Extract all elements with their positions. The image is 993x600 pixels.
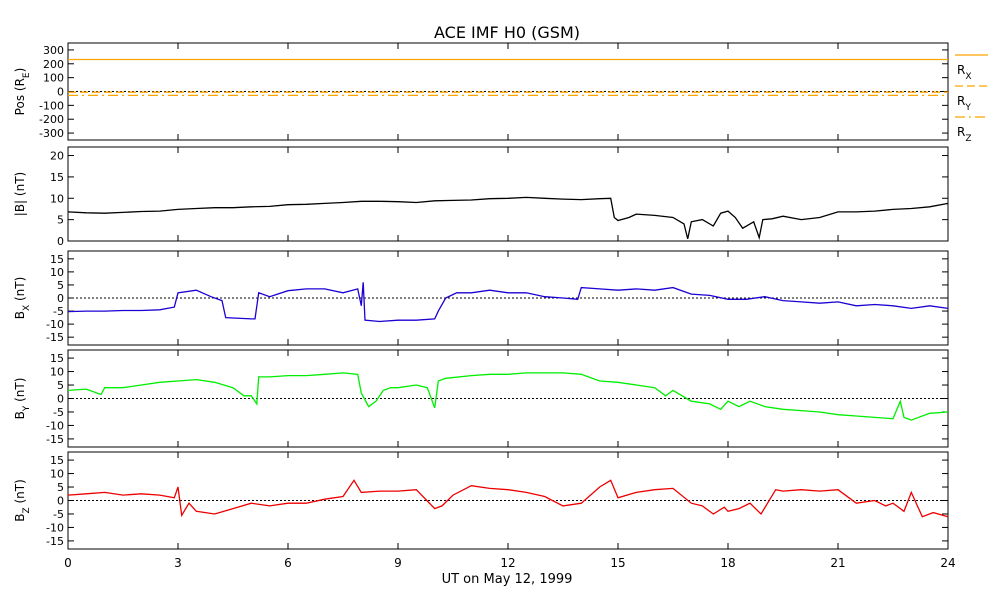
x-axis-label: UT on May 12, 1999 [442, 572, 573, 587]
y-tick-label: 0 [57, 495, 64, 508]
y-tick-label: 10 [50, 266, 64, 279]
y-tick-label: 5 [57, 214, 64, 227]
y-tick-label: 5 [57, 379, 64, 392]
y-tick-label: 0 [57, 235, 64, 248]
y-axis-label: BX (nT) [13, 277, 32, 320]
panel-bmag: 20 15 10 5 0 |B| (nT) [13, 146, 949, 248]
y-tick-label: 15 [50, 171, 64, 184]
x-tick-label: 18 [720, 556, 735, 570]
y-tick-label: -300 [39, 127, 64, 140]
x-tick-label: 15 [610, 556, 625, 570]
y-tick-label: 15 [50, 253, 64, 266]
x-tick-label: 0 [64, 556, 72, 570]
y-tick-label: 0 [57, 86, 64, 99]
panel-frame [67, 146, 949, 242]
y-tick-label: 15 [50, 454, 64, 467]
legend-label: RX [957, 63, 972, 82]
y-axis-label: BY (nT) [13, 378, 32, 420]
x-tick-label: 6 [284, 556, 292, 570]
y-tick-label: -15 [46, 331, 64, 344]
x-axis: 0 3 6 9 12 15 18 21 24 [64, 556, 955, 570]
y-tick-label: -5 [53, 406, 64, 419]
series-line-bz [67, 479, 949, 518]
y-tick-label: 10 [50, 468, 64, 481]
y-tick-label: -200 [39, 113, 64, 126]
y-tick-label: 300 [43, 44, 64, 57]
y-tick-label: 20 [50, 150, 64, 163]
y-tick-label: -5 [53, 508, 64, 521]
y-tick-label: 0 [57, 292, 64, 305]
series-line-by [67, 372, 949, 421]
y-tick-label: -15 [46, 433, 64, 446]
y-tick-label: -10 [46, 521, 64, 534]
y-tick-label: 15 [50, 352, 64, 365]
x-tick-label: 12 [500, 556, 515, 570]
legend-label: RZ [957, 125, 972, 144]
y-tick-label: 10 [50, 366, 64, 379]
y-axis-label: Pos (RE) [13, 68, 32, 116]
legend-label: RY [957, 94, 971, 113]
y-tick-label: 0 [57, 393, 64, 406]
x-tick-label: 9 [394, 556, 402, 570]
series-line-bx [67, 282, 949, 323]
y-tick-label: 5 [57, 481, 64, 494]
y-tick-label: 10 [50, 192, 64, 205]
y-tick-label: -10 [46, 318, 64, 331]
x-tick-label: 24 [940, 556, 955, 570]
y-tick-label: 5 [57, 279, 64, 292]
y-axis-label: BZ (nT) [13, 479, 32, 522]
y-tick-label: -5 [53, 305, 64, 318]
x-tick-label: 3 [174, 556, 182, 570]
y-tick-label: 100 [43, 72, 64, 85]
series-line-bmag [67, 196, 949, 241]
y-tick-label: -10 [46, 419, 64, 432]
x-tick-label: 21 [830, 556, 845, 570]
y-tick-label: -100 [39, 99, 64, 112]
y-tick-label: 200 [43, 58, 64, 71]
y-axis-label: |B| (nT) [13, 172, 27, 216]
chart-title: ACE IMF H0 (GSM) [434, 23, 580, 42]
y-tick-label: -15 [46, 535, 64, 548]
